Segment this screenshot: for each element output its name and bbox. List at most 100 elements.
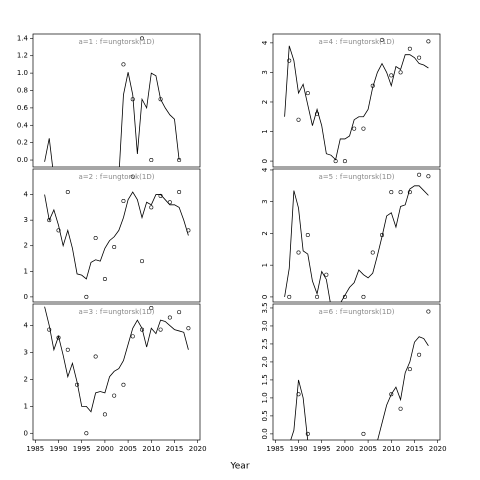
- data-point: [389, 392, 394, 397]
- data-point: [177, 310, 182, 315]
- x-tick-label: 1985: [26, 445, 44, 453]
- panel-frame: [272, 168, 441, 303]
- data-point: [158, 193, 163, 198]
- y-tick-label: 3: [24, 216, 28, 224]
- data-point: [380, 37, 385, 42]
- data-point: [352, 126, 357, 131]
- data-point: [130, 97, 135, 102]
- y-tick-label: 1: [261, 129, 269, 133]
- data-point: [84, 431, 89, 436]
- data-point: [305, 233, 310, 238]
- y-tick-label: 0.0: [261, 428, 269, 439]
- y-tick-label: 0: [261, 295, 269, 299]
- x-tick-label: 2020: [189, 445, 207, 453]
- x-tick-label: 2015: [166, 445, 184, 453]
- y-tick-label: 2: [24, 242, 28, 250]
- x-tick-label: 2000: [336, 445, 354, 453]
- data-point: [407, 190, 412, 195]
- data-point: [121, 62, 126, 67]
- series-line: [44, 306, 189, 413]
- data-point: [167, 200, 172, 205]
- data-point: [140, 259, 145, 264]
- series-line: [44, 72, 180, 167]
- data-point: [93, 354, 98, 359]
- y-tick-label: 0.2: [17, 139, 28, 147]
- y-tick-label: 0: [261, 159, 269, 163]
- y-tick-label: 0: [24, 293, 28, 301]
- data-point: [398, 190, 403, 195]
- data-point: [389, 190, 394, 195]
- panel-title: a=2 : f=ungtorsk(1D): [79, 173, 155, 181]
- y-tick-label: 3: [24, 348, 28, 356]
- x-tick-label: 2005: [119, 445, 137, 453]
- x-tick-label: 2005: [359, 445, 377, 453]
- series-line: [44, 191, 189, 280]
- data-point: [389, 73, 394, 78]
- data-point: [361, 431, 366, 436]
- panel: 0 1 2 3 4 a=2 : f=ungtorsk(1D): [24, 168, 201, 303]
- panel-frame: [272, 33, 441, 168]
- data-point: [296, 250, 301, 255]
- y-tick-label: 2: [261, 231, 269, 235]
- data-point: [65, 190, 70, 195]
- y-tick-label: 1.5: [261, 374, 269, 385]
- data-point: [287, 294, 292, 299]
- data-point: [342, 159, 347, 164]
- panel-title: a=3 : f=ungtorsk(1D): [79, 308, 155, 316]
- data-point: [112, 245, 117, 250]
- data-point: [130, 334, 135, 339]
- data-point: [121, 198, 126, 203]
- data-point: [417, 352, 422, 357]
- data-point: [361, 126, 366, 131]
- y-tick-label: 3.0: [261, 320, 269, 331]
- y-tick-label: 0.8: [17, 87, 28, 95]
- data-point: [149, 306, 154, 311]
- y-tick-label: 3.5: [261, 302, 269, 313]
- data-point: [315, 111, 320, 116]
- y-tick-label: 1: [24, 402, 28, 410]
- x-tick-label: 1985: [266, 445, 284, 453]
- y-tick-label: 4: [24, 191, 29, 199]
- data-point: [342, 294, 347, 299]
- y-tick-label: 2.0: [261, 356, 269, 367]
- y-tick-label: 4: [261, 40, 269, 45]
- data-point: [186, 326, 191, 331]
- data-point: [287, 58, 292, 63]
- data-point: [296, 117, 301, 122]
- panel: 0 1 2 3 4 a=4 : f=ungtorsk(1D): [261, 33, 441, 168]
- panel-frame: [32, 33, 201, 168]
- y-tick-label: 1.4: [17, 34, 29, 42]
- data-point: [370, 250, 375, 255]
- data-point: [112, 393, 117, 398]
- panel: 0 1 2 3 4 1985 1990 1995 2000 2005 2010 2015 2020 a=3…: [24, 303, 207, 453]
- panel: 0.0 0.2 0.4 0.6 0.8 1.0 1.2 1.4 a=1 : f=ungtorsk…: [17, 33, 201, 168]
- data-point: [84, 294, 89, 299]
- x-tick-label: 1995: [73, 445, 91, 453]
- data-point: [407, 46, 412, 51]
- y-tick-label: 4: [261, 167, 269, 172]
- data-point: [380, 233, 385, 238]
- data-point: [158, 327, 163, 332]
- data-point: [75, 382, 80, 387]
- x-tick-label: 1995: [313, 445, 331, 453]
- y-tick-label: 2: [24, 375, 28, 383]
- data-point: [407, 367, 412, 372]
- data-point: [426, 309, 431, 314]
- data-point: [140, 327, 145, 332]
- data-point: [333, 159, 338, 164]
- x-tick-label: 2010: [142, 445, 160, 453]
- y-tick-label: 1.2: [17, 52, 28, 60]
- data-point: [65, 347, 70, 352]
- panel: 0 1 2 3 4 a=5 : f=ungtorsk(1D): [261, 167, 441, 303]
- data-point: [47, 218, 52, 223]
- data-point: [149, 158, 154, 163]
- panel-title: a=5 : f=ungtorsk(1D): [319, 173, 395, 181]
- y-tick-label: 0: [24, 429, 28, 437]
- x-axis-label: Year: [229, 462, 249, 472]
- x-tick-label: 1990: [50, 445, 68, 453]
- data-point: [177, 190, 182, 195]
- y-tick-label: 4: [24, 322, 29, 330]
- data-point: [130, 174, 135, 179]
- data-point: [296, 392, 301, 397]
